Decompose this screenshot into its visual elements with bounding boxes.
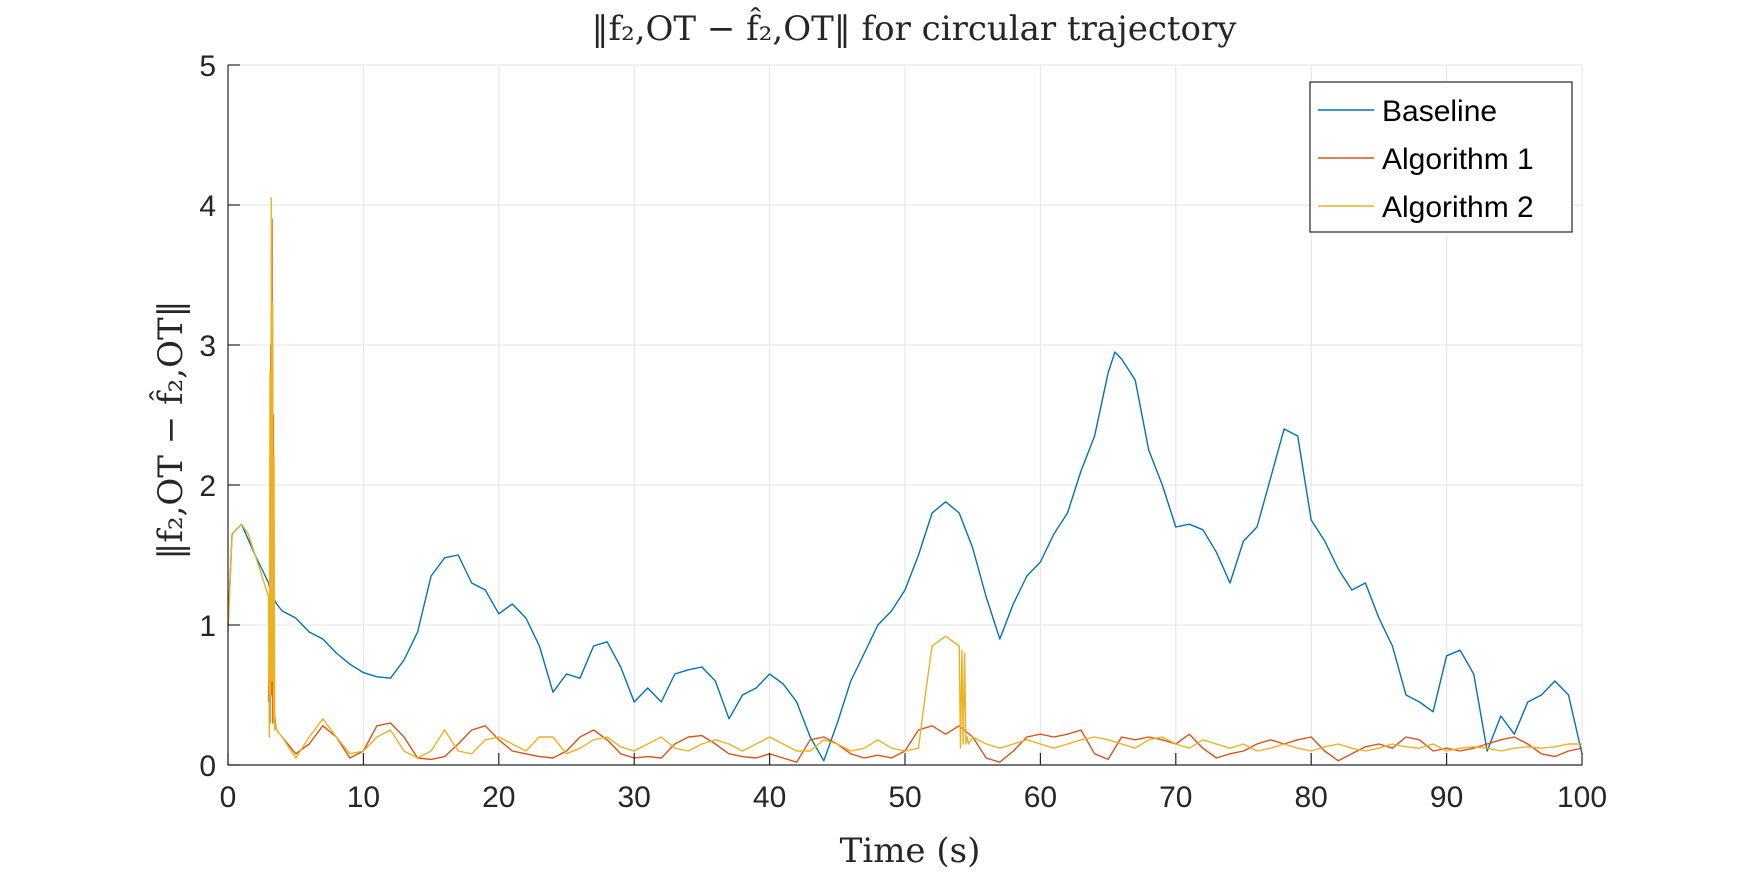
x-tick-label: 90 xyxy=(1430,781,1463,814)
x-tick-label: 40 xyxy=(753,781,786,814)
x-tick-label: 60 xyxy=(1024,781,1057,814)
x-tick-label: 80 xyxy=(1295,781,1328,814)
x-tick-label: 30 xyxy=(618,781,651,814)
x-tick-label: 100 xyxy=(1557,781,1607,814)
legend-label-1: Algorithm 1 xyxy=(1382,143,1534,176)
x-tick-label: 0 xyxy=(220,781,237,814)
y-axis-label: ‖f₂,OT − f̂₂,OT‖ xyxy=(149,300,191,559)
series-group xyxy=(227,197,1583,763)
axes xyxy=(227,64,1583,766)
chart-title: ‖f₂,OT − f̂₂,OT‖ for circular trajectory xyxy=(592,7,1238,49)
series-line-0 xyxy=(227,351,1583,762)
series-line-2 xyxy=(227,197,1582,759)
legend-box xyxy=(1309,81,1573,233)
x-tick-label: 70 xyxy=(1159,781,1192,814)
y-tick-label: 1 xyxy=(199,610,216,643)
x-tick-labels: 0 10 20 30 40 50 60 70 80 90 100 xyxy=(220,781,1607,814)
y-tick-label: 3 xyxy=(199,330,216,363)
y-tick-labels: 0 1 2 3 4 5 xyxy=(199,50,216,783)
y-tick-label: 2 xyxy=(199,470,216,503)
x-tick-label: 50 xyxy=(888,781,921,814)
series-line-1 xyxy=(267,218,1583,763)
y-tick-label: 0 xyxy=(199,750,216,783)
legend-label-2: Algorithm 2 xyxy=(1382,191,1534,224)
legend: Baseline Algorithm 1 Algorithm 2 xyxy=(1309,81,1573,233)
x-axis-label: Time (s) xyxy=(840,831,981,871)
legend-label-0: Baseline xyxy=(1382,95,1497,128)
x-tick-label: 20 xyxy=(482,781,515,814)
y-tick-label: 5 xyxy=(199,50,216,83)
x-tick-label: 10 xyxy=(347,781,380,814)
y-tick-label: 4 xyxy=(199,190,216,223)
